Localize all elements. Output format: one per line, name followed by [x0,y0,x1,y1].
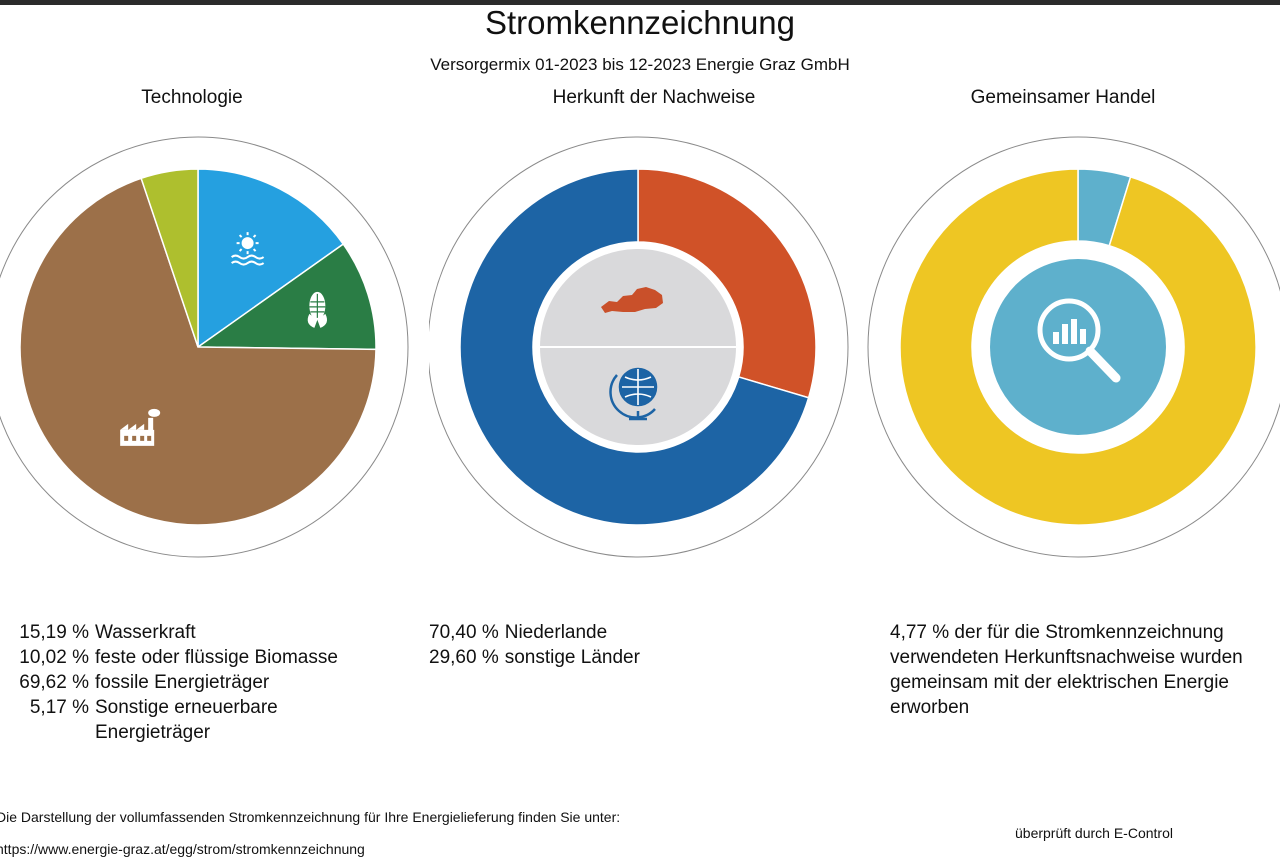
legend-label: sonstige Länder [504,647,640,668]
chart-title-handel: Gemeinsamer Handel [970,87,1156,108]
legend-percent: 5,17 % [29,697,89,718]
legend-row: 70,40 % Niederlande [429,620,765,645]
legend-label: feste oder flüssige Biomasse [95,647,338,668]
top-bar [0,0,1280,5]
legend-technologie: 15,19 % Wasserkraft 10,02 % feste oder flüs… [0,620,355,745]
page-title: Stromkennzeichnung [484,4,796,41]
chart-title-herkunft: Herkunft der Nachweise [552,87,756,108]
factory-icon [120,408,161,446]
legend-label: Niederlande [504,622,608,643]
center-disc [990,259,1166,435]
verified-by: überprüft durch E-Control [1015,825,1173,841]
handel-donut-chart [867,136,1280,558]
legend-handel: 4,77 % der für die Stromkennzeichnung ve… [890,622,1243,718]
legend-percent: 70,40 % [429,622,499,643]
legend-label: Sonstige erneuerbare Energieträger [95,697,278,743]
legend-percent: 69,62 % [19,672,89,693]
legend-percent: 10,02 % [19,647,89,668]
pie-slice-wasserkraft [197,168,345,349]
herkunft-donut-chart [429,136,849,558]
footer-url-link[interactable]: https://www.energie-graz.at/egg/strom/st… [0,841,365,857]
chart-title-technologie: Technologie [141,87,243,108]
footer-info: Die Darstellung der vollumfassenden Stro… [0,809,621,825]
austria-map-icon [601,287,663,313]
page-subtitle: Versorgermix 01-2023 bis 12-2023 Energie… [430,55,850,74]
legend-row: 10,02 % feste oder flüssige Biomasse [0,645,355,670]
legend-row: 5,17 % Sonstige erneuerbare Energieträger [0,695,355,745]
legend-percent: 29,60 % [429,647,499,668]
legend-percent: 15,19 % [19,622,89,643]
hydro-sun-waves-icon [231,232,265,266]
legend-row: 69,62 % fossile Energieträger [0,670,355,695]
legend-row: 15,19 % Wasserkraft [0,620,355,645]
pie-slice-sonstige-erneuerbare-energieträger [140,168,199,348]
globe-icon [609,367,658,421]
legend-label: fossile Energieträger [95,672,270,693]
magnifier-chart-icon [1037,298,1121,383]
corn-cob-icon [307,291,328,328]
technologie-pie-chart [0,136,409,558]
pie-slice-feste-oder-flüssige-biomasse [195,243,377,351]
legend-row: 29,60 % sonstige Länder [429,645,765,670]
legend-herkunft: 70,40 % Niederlande 29,60 % sonstige Länder [429,620,765,670]
legend-label: Wasserkraft [95,622,196,643]
pie-slice-fossile-energieträger [19,177,377,526]
